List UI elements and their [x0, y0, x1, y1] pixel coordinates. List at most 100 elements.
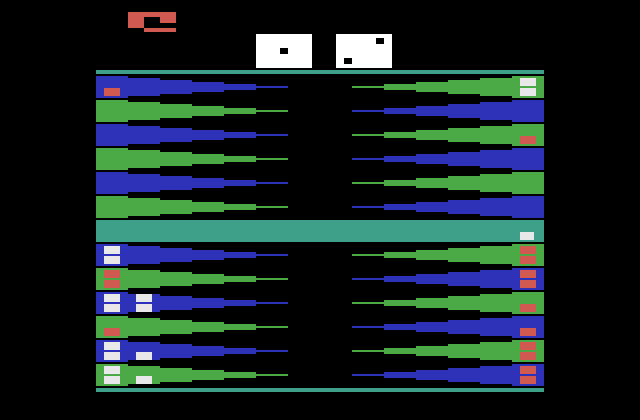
lane-segment: [352, 182, 384, 184]
lane-segment: [448, 152, 480, 166]
lane-segment: [448, 200, 480, 214]
bottom-border: [96, 388, 544, 392]
lane-segment: [192, 106, 224, 116]
lane-segment: [224, 276, 256, 282]
lane-segment: [128, 150, 160, 168]
lane-segment: [384, 204, 416, 210]
lane-segment: [448, 344, 480, 358]
glyph-part: [128, 17, 144, 28]
lane-segment: [128, 270, 160, 288]
token: [520, 280, 536, 288]
lane-segment: [160, 80, 192, 94]
lane-segment: [480, 78, 512, 96]
lane-segment: [352, 374, 384, 376]
lane-segment: [224, 180, 256, 186]
lane-segment: [416, 298, 448, 308]
lane-segment: [384, 132, 416, 138]
lane-segment: [192, 130, 224, 140]
lane-segment: [256, 134, 288, 136]
lane-segment: [480, 102, 512, 120]
lane-segment: [416, 346, 448, 356]
lane-segment: [160, 176, 192, 190]
lane-segment: [192, 82, 224, 92]
lane-segment: [128, 198, 160, 216]
lane-segment: [416, 154, 448, 164]
lane-segment: [160, 344, 192, 358]
token: [520, 366, 536, 374]
lane-segment: [352, 350, 384, 352]
lane-segment: [480, 246, 512, 264]
lane-segment: [352, 278, 384, 280]
lane-segment: [384, 84, 416, 90]
lane-segment: [192, 298, 224, 308]
lane-segment: [448, 272, 480, 286]
lane-segment: [224, 252, 256, 258]
lane-segment: [256, 206, 288, 208]
token: [104, 294, 120, 302]
token: [520, 88, 536, 96]
lane-segment: [384, 372, 416, 378]
token: [104, 328, 120, 336]
lane-segment: [416, 274, 448, 284]
lane-segment: [256, 374, 288, 376]
lane-segment: [480, 294, 512, 312]
lane-segment: [384, 108, 416, 114]
lane-segment: [448, 320, 480, 334]
token: [104, 270, 120, 278]
lane-segment: [128, 78, 160, 96]
lane-segment: [480, 366, 512, 384]
lane-segment: [512, 100, 544, 122]
lane-segment: [160, 296, 192, 310]
lane-segment: [480, 198, 512, 216]
lane-segment: [192, 274, 224, 284]
token: [104, 342, 120, 350]
glyph-part: [160, 17, 176, 23]
lane-segment: [256, 86, 288, 88]
lane-segment: [192, 154, 224, 164]
token: [520, 328, 536, 336]
lane-segment: [96, 100, 128, 122]
lane-segment: [448, 104, 480, 118]
lane-segment: [160, 320, 192, 334]
lane-segment: [224, 372, 256, 378]
token: [104, 246, 120, 254]
token: [104, 352, 120, 360]
lane-segment: [384, 180, 416, 186]
lane-segment: [224, 132, 256, 138]
lane-segment: [352, 158, 384, 160]
lane-segment: [352, 302, 384, 304]
lane-segment: [512, 172, 544, 194]
lane-segment: [128, 102, 160, 120]
lane-segment: [352, 206, 384, 208]
lane-segment: [480, 126, 512, 144]
lane-segment: [256, 350, 288, 352]
lane-segment: [352, 326, 384, 328]
die-pip: [376, 38, 384, 44]
lane-segment: [416, 202, 448, 212]
token: [104, 88, 120, 96]
lane-segment: [448, 128, 480, 142]
lane-segment: [96, 148, 128, 170]
token: [104, 280, 120, 288]
token: [136, 376, 152, 384]
lane-segment: [224, 204, 256, 210]
lane-segment: [192, 178, 224, 188]
top-border: [96, 70, 544, 74]
token: [520, 376, 536, 384]
lane-segment: [480, 270, 512, 288]
lane-segment: [160, 128, 192, 142]
lane-segment: [160, 104, 192, 118]
lane-segment: [384, 300, 416, 306]
token: [520, 78, 536, 86]
lane-segment: [512, 196, 544, 218]
lane-segment: [128, 318, 160, 336]
lane-segment: [192, 202, 224, 212]
die-pip: [280, 48, 288, 54]
lane-segment: [192, 322, 224, 332]
lane-segment: [512, 148, 544, 170]
lane-segment: [224, 300, 256, 306]
lane-segment: [160, 248, 192, 262]
lane-segment: [96, 196, 128, 218]
lane-segment: [480, 174, 512, 192]
